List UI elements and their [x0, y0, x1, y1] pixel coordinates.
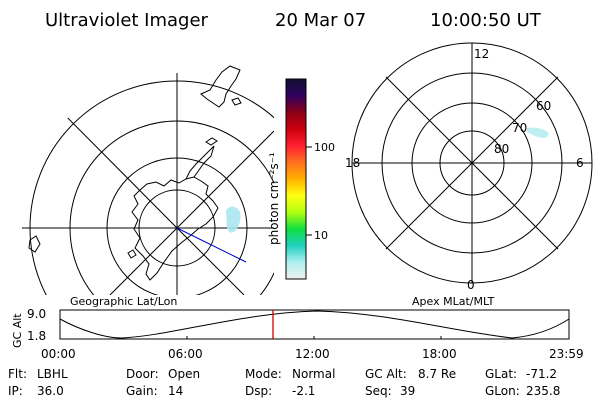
- time-label: 10:00:50 UT: [430, 10, 542, 31]
- glat-label: GLat:: [485, 367, 517, 381]
- glat-value: -71.2: [526, 367, 557, 381]
- altitude-plot-frame: [59, 309, 570, 340]
- date-label: 20 Mar 07: [275, 10, 366, 31]
- ip-value: 36.0: [37, 384, 64, 398]
- south-america-coast: [200, 65, 241, 108]
- meridian-line: [176, 130, 274, 229]
- time-tick-2359: 23:59: [549, 347, 584, 361]
- antarctica-coast: [131, 176, 219, 281]
- seq-value: 39: [400, 384, 415, 398]
- left-panel-caption: Geographic Lat/Lon: [70, 295, 177, 308]
- blue-direction-line: [176, 227, 247, 263]
- meridian-line: [109, 227, 178, 295]
- colorbar-unit-label: photon cm⁻²s⁻¹: [267, 152, 281, 245]
- colorbar-tick-10: 10: [314, 229, 328, 242]
- glon-label: GLon:: [485, 384, 520, 398]
- dsp-value: -2.1: [292, 384, 315, 398]
- auroral-emission-mlt: [527, 127, 549, 138]
- altitude-curve: [59, 310, 570, 339]
- time-tick-0000: 00:00: [41, 347, 76, 361]
- new-zealand-coast: [28, 235, 41, 253]
- magnetic-polar-plot: 12 6 0 18 60 70 80: [345, 42, 593, 292]
- mlt-line: [385, 76, 473, 164]
- meridian-line: [39, 89, 178, 229]
- gain-value: 14: [168, 384, 183, 398]
- meridian-line: [176, 227, 245, 295]
- altitude-tick-1-8: 1.8: [27, 329, 46, 343]
- colorbar: 100 10 photon cm⁻²s⁻¹: [267, 78, 335, 280]
- falklands-coast: [231, 97, 242, 106]
- ip-label: IP:: [8, 384, 23, 398]
- mlt-label-6: 6: [576, 156, 584, 170]
- right-panel-caption: Apex MLat/MLT: [412, 295, 495, 308]
- mlt-line: [471, 162, 559, 250]
- door-value: Open: [168, 367, 200, 381]
- geographic-grid: [22, 73, 274, 295]
- mlat-label-60: 60: [536, 99, 551, 113]
- colorbar-tick-100: 100: [314, 141, 335, 154]
- mlat-label-80: 80: [494, 142, 509, 156]
- mlt-line: [471, 76, 559, 164]
- seq-label: Seq:: [365, 384, 392, 398]
- mode-value: Normal: [292, 367, 335, 381]
- mlt-label-12: 12: [474, 47, 489, 61]
- status-footer: Flt: LBHL IP: 36.0 Door: Open Gain: 14 M…: [8, 367, 560, 398]
- island-coast: [127, 249, 137, 259]
- time-tick-0600: 06:00: [168, 347, 203, 361]
- instrument-title: Ultraviolet Imager: [45, 10, 209, 31]
- altitude-tick-9: 9.0: [27, 307, 46, 321]
- colorbar-strip: [285, 78, 307, 280]
- gc-alt-value: 8.7 Re: [418, 367, 456, 381]
- filter-label: Flt:: [8, 367, 27, 381]
- mlt-label-18: 18: [345, 156, 360, 170]
- door-label: Door:: [126, 367, 159, 381]
- geographic-map: [22, 65, 274, 295]
- altitude-axis-label: GC Alt: [11, 313, 24, 348]
- mlt-line: [385, 162, 473, 250]
- dsp-label: Dsp:: [245, 384, 272, 398]
- filter-value: LBHL: [37, 367, 68, 381]
- south-shetland-coast: [205, 137, 218, 146]
- auroral-emission: [226, 206, 241, 233]
- mode-label: Mode:: [245, 367, 282, 381]
- gain-label: Gain:: [126, 384, 158, 398]
- time-tick-1800: 18:00: [422, 347, 457, 361]
- coastlines: [28, 65, 242, 281]
- peninsula-coast: [185, 145, 215, 180]
- mlat-label-70: 70: [512, 121, 527, 135]
- time-tick-1200: 12:00: [295, 347, 330, 361]
- gc-alt-label: GC Alt:: [365, 367, 407, 381]
- mlt-label-0: 0: [467, 278, 475, 292]
- altitude-plot: GC Alt 9.0 1.8 00:00 06:00 12:00 18:00 2…: [11, 307, 584, 361]
- glon-value: 235.8: [526, 384, 560, 398]
